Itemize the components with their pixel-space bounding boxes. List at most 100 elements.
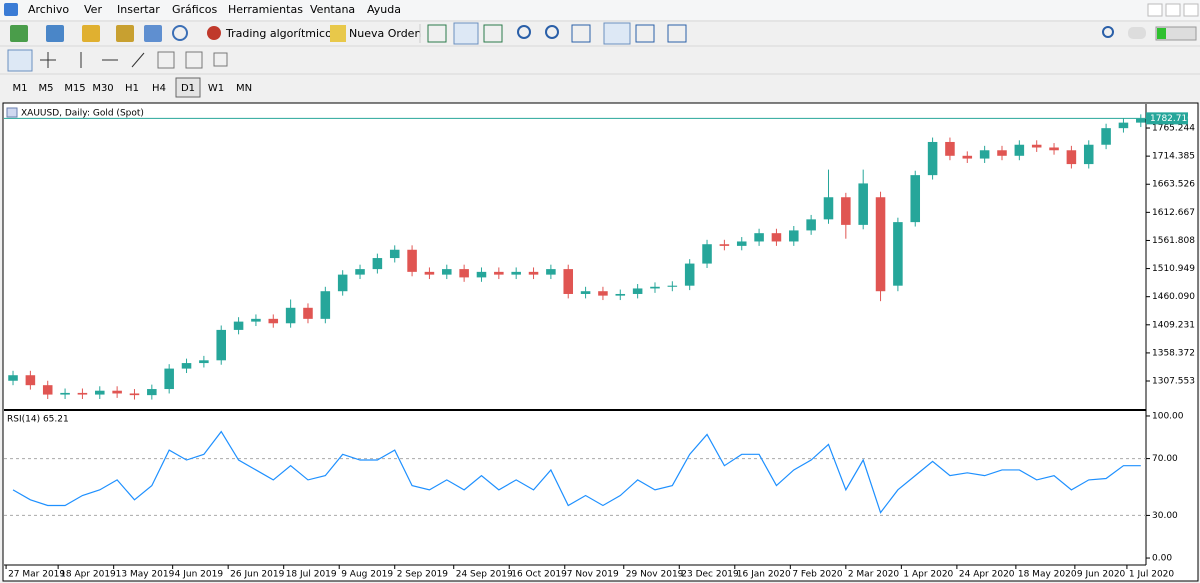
new-order-icon[interactable] — [330, 25, 346, 42]
y-tick-label: 1409.231 — [1152, 320, 1195, 330]
x-tick-label: 9 Jun 2020 — [1077, 570, 1126, 580]
timeframe-button[interactable]: MN — [236, 83, 252, 94]
candle-body — [979, 150, 990, 159]
candle-body — [442, 269, 452, 275]
y-tick-label: 1765.244 — [1152, 124, 1195, 134]
terminal-button[interactable] — [144, 25, 162, 42]
new-order-label: Nueva Orden — [349, 27, 421, 40]
x-tick-label: 7 Nov 2019 — [567, 570, 619, 580]
indicator-title: RSI(14) 65.21 — [7, 415, 69, 425]
navigator-button[interactable] — [116, 25, 134, 42]
candle-body — [511, 271, 521, 275]
candle-body — [1136, 118, 1146, 123]
candle-body — [806, 219, 816, 231]
y-tick-label: 30.00 — [1152, 511, 1178, 521]
menu-item[interactable]: Herramientas — [228, 3, 303, 16]
candle-body — [95, 390, 105, 395]
timeframe-button[interactable]: H1 — [125, 83, 139, 94]
x-tick-label: 9 Aug 2019 — [341, 570, 393, 580]
candle-body — [164, 368, 174, 390]
candle-body — [1083, 144, 1094, 165]
candle-body — [650, 286, 660, 289]
chart-window — [2, 102, 1199, 582]
candle-body — [736, 241, 747, 246]
timeframe-button[interactable]: W1 — [208, 83, 224, 94]
close-button[interactable] — [1183, 3, 1199, 17]
channel-button[interactable] — [157, 51, 175, 69]
line-chart-button[interactable] — [483, 24, 503, 43]
tile-button[interactable] — [571, 24, 591, 43]
candle-body — [546, 269, 556, 275]
search-button[interactable] — [1102, 26, 1114, 38]
maximize-button[interactable] — [1165, 3, 1181, 17]
candle-chart-button[interactable] — [453, 22, 479, 45]
y-tick-label: 1663.526 — [1152, 180, 1195, 190]
menu-item[interactable]: Gráficos — [172, 3, 217, 16]
candle-body — [42, 385, 53, 395]
candle-body — [580, 291, 591, 294]
candle-body — [320, 291, 331, 319]
candle-body — [372, 258, 383, 270]
trendline-button[interactable] — [131, 52, 145, 68]
menu-item[interactable]: Ver — [84, 3, 102, 16]
drawing-toolbar — [7, 49, 228, 72]
main-toolbar: Trading algorítmico Nueva Orden — [10, 22, 1197, 45]
y-tick-label: 1714.385 — [1152, 152, 1195, 162]
candle-body — [389, 249, 400, 259]
candle-body — [875, 197, 886, 292]
candle-body — [1118, 122, 1129, 129]
timeframe-button[interactable]: M15 — [64, 83, 85, 94]
chat-button[interactable] — [1128, 27, 1146, 39]
connection-level — [1157, 28, 1166, 39]
y-tick-label: 100.00 — [1152, 411, 1184, 421]
last-price-label: 1782.710 — [1150, 114, 1193, 124]
candle-body — [528, 271, 539, 275]
zoom-out-button[interactable] — [545, 25, 559, 39]
menu-item[interactable]: Insertar — [117, 3, 160, 16]
zoom-in-button[interactable] — [517, 25, 531, 39]
menu-item[interactable]: Archivo — [28, 3, 69, 16]
timeframe-button[interactable]: D1 — [181, 83, 195, 94]
menu-item[interactable]: Ventana — [310, 3, 355, 16]
candle-body — [77, 392, 88, 395]
candle-body — [823, 197, 834, 220]
shift-button[interactable] — [635, 24, 655, 43]
candle-body — [25, 375, 36, 386]
x-tick-label: 13 May 2019 — [116, 570, 175, 580]
signals-button[interactable] — [172, 25, 188, 41]
menu-item[interactable]: Ayuda — [367, 3, 401, 16]
candle-body — [962, 155, 973, 159]
x-tick-label: 7 Feb 2020 — [792, 570, 843, 580]
fibo-button[interactable] — [185, 51, 203, 69]
x-tick-label: 18 Apr 2019 — [60, 570, 116, 580]
candle-body — [1049, 147, 1059, 151]
market-watch-button[interactable] — [82, 25, 100, 42]
candle-body — [407, 249, 417, 272]
x-tick-label: 18 May 2020 — [1018, 570, 1077, 580]
x-tick-label: 4 Jun 2019 — [175, 570, 224, 580]
timeframe-button[interactable]: H4 — [152, 83, 166, 94]
candle-body — [303, 307, 313, 319]
templates-button[interactable] — [667, 24, 687, 43]
profiles-button[interactable] — [46, 25, 64, 42]
candle-body — [702, 244, 712, 264]
candle-body — [1014, 144, 1025, 156]
x-tick-label: 2 Sep 2019 — [397, 570, 449, 580]
autoscroll-button[interactable] — [603, 22, 631, 45]
timeframe-button[interactable]: M1 — [13, 83, 28, 94]
candle-body — [893, 222, 903, 286]
candle-body — [494, 271, 504, 275]
candle-body — [233, 321, 244, 330]
algo-icon — [207, 26, 221, 40]
candle-body — [927, 141, 938, 176]
cursor-button[interactable] — [7, 49, 33, 72]
bar-chart-button[interactable] — [427, 24, 447, 43]
candle-body — [563, 269, 574, 294]
y-tick-label: 1612.667 — [1152, 208, 1195, 218]
new-chart-button[interactable] — [10, 25, 28, 42]
minimize-button[interactable] — [1147, 3, 1163, 17]
text-button[interactable] — [213, 52, 228, 67]
timeframe-button[interactable]: M5 — [39, 83, 54, 94]
timeframe-button[interactable]: M30 — [92, 83, 113, 94]
y-tick-label: 1307.553 — [1152, 377, 1195, 387]
